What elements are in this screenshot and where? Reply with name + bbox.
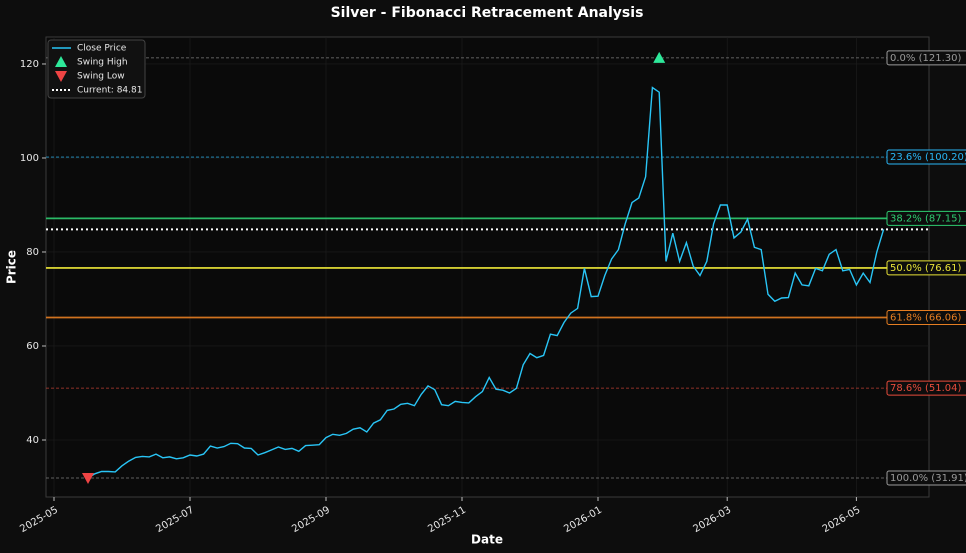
fib-level-label: 78.6% (51.04)	[890, 383, 961, 394]
price-line	[87, 86, 885, 479]
fib-level-box	[886, 149, 966, 165]
y-tick-label: 40	[26, 435, 39, 446]
legend-marker	[55, 71, 67, 82]
y-tick-label: 80	[26, 247, 39, 258]
fib-level-label: 23.6% (100.20)	[890, 152, 966, 163]
fib-level-label: 61.8% (66.06)	[890, 313, 961, 324]
fib-level-label: 0.0% (121.30)	[890, 53, 961, 64]
fib-level-box	[886, 210, 966, 226]
fib-level-label: 50.0% (76.61)	[890, 263, 961, 274]
legend-label: Current: 84.81	[77, 86, 142, 96]
plot-area	[45, 36, 930, 498]
fib-level-box	[886, 470, 966, 486]
fib-level-box	[886, 260, 966, 276]
x-axis-label: Date	[471, 533, 503, 547]
fib-level-label: 100.0% (31.91)	[890, 473, 966, 484]
swing-marker	[653, 51, 666, 63]
chart-title: Silver - Fibonacci Retracement Analysis	[331, 5, 644, 21]
fib-level-box	[886, 310, 966, 326]
y-tick-label: 60	[26, 341, 39, 352]
legend-label: Close Price	[77, 44, 127, 54]
legend-marker	[55, 56, 67, 67]
fib-level-label: 38.2% (87.15)	[890, 213, 961, 224]
y-axis-label: Price	[5, 250, 19, 284]
fib-level-box	[886, 50, 966, 66]
legend-label: Swing High	[77, 58, 128, 68]
fib-level-box	[886, 380, 966, 396]
legend-label: Swing Low	[77, 72, 125, 82]
legend-box	[47, 39, 146, 99]
y-tick-label: 120	[20, 59, 39, 70]
swing-marker	[82, 473, 94, 485]
y-tick-label: 100	[20, 153, 39, 164]
